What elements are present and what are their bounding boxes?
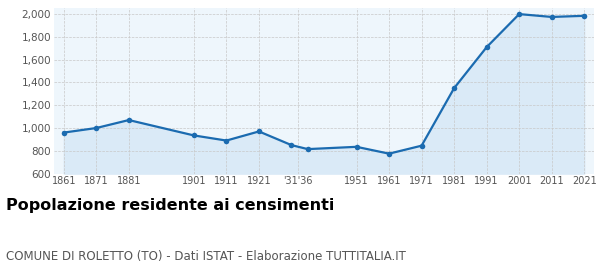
Point bbox=[254, 129, 264, 134]
Point bbox=[547, 15, 557, 19]
Point bbox=[221, 138, 231, 143]
Point bbox=[124, 118, 134, 122]
Point bbox=[352, 144, 361, 149]
Text: Popolazione residente ai censimenti: Popolazione residente ai censimenti bbox=[6, 198, 334, 213]
Point bbox=[514, 12, 524, 16]
Point bbox=[189, 133, 199, 138]
Point bbox=[287, 143, 296, 147]
Point bbox=[384, 151, 394, 156]
Point bbox=[482, 45, 491, 49]
Text: COMUNE DI ROLETTO (TO) - Dati ISTAT - Elaborazione TUTTITALIA.IT: COMUNE DI ROLETTO (TO) - Dati ISTAT - El… bbox=[6, 250, 406, 263]
Point bbox=[59, 130, 68, 135]
Point bbox=[303, 147, 313, 151]
Point bbox=[449, 86, 459, 90]
Point bbox=[580, 13, 589, 18]
Point bbox=[417, 143, 427, 148]
Point bbox=[91, 126, 101, 130]
